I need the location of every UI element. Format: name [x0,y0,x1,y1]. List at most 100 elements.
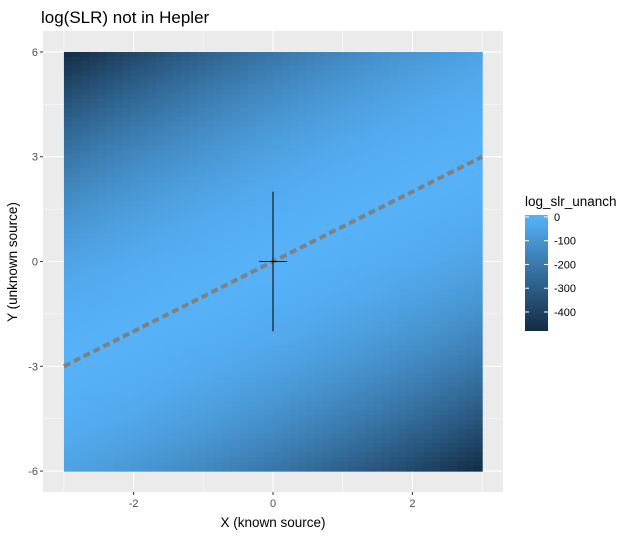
heatmap-tile [331,261,341,267]
heatmap-tile [256,261,266,267]
heatmap-tile [206,103,216,109]
heatmap-tile [147,107,157,114]
heatmap-tile [365,294,374,300]
heatmap-tile [339,461,349,467]
heatmap-tile [473,145,483,151]
heatmap-tile [206,457,216,463]
heatmap-tile [323,415,333,421]
heatmap-tile [473,126,483,132]
heatmap-tile [97,336,107,342]
heatmap-tile [431,191,441,197]
heatmap-tile [339,61,349,67]
heatmap-tile [348,424,358,430]
heatmap-tile [431,322,441,328]
heatmap-tile [97,196,107,202]
heatmap-tile [423,391,433,398]
heatmap-tile [139,280,149,286]
heatmap-tile [390,205,400,211]
heatmap-tile [97,298,107,305]
heatmap-tile [365,228,374,235]
heatmap-tile [406,159,416,165]
heatmap-tile [356,317,366,323]
heatmap-tile [105,405,115,412]
heatmap-tile [130,368,140,374]
heatmap-tile [465,177,475,183]
heatmap-tile [356,415,366,421]
heatmap-tile [105,303,115,309]
heatmap-tile [381,387,391,393]
heatmap-tile [189,340,199,346]
heatmap-tile [465,368,475,374]
heatmap-tile [314,135,324,142]
heatmap-tile [273,242,282,249]
heatmap-tile [72,415,82,421]
heatmap-tile [423,275,433,281]
heatmap-tile [181,242,190,249]
heatmap-tile [63,256,73,263]
heatmap-tile [306,289,316,295]
heatmap-tile [155,461,165,467]
heatmap-tile [298,373,308,379]
heatmap-tile [356,438,366,444]
heatmap-tile [331,247,341,253]
heatmap-tile [239,284,249,291]
heatmap-tile [339,438,349,444]
heatmap-tile [214,79,224,86]
heatmap-tile [222,466,232,472]
heatmap-tile [373,214,383,221]
heatmap-tile [314,140,324,146]
heatmap-tile [164,308,174,314]
heatmap-tile [139,131,149,137]
heatmap-tile [348,443,358,449]
heatmap-tile [239,112,249,118]
heatmap-tile [415,419,425,426]
heatmap-tile [356,252,366,258]
heatmap-tile [331,173,341,179]
heatmap-tile [189,443,199,449]
heatmap-tile [390,294,400,300]
heatmap-tile [331,200,341,207]
heatmap-tile [448,336,458,342]
heatmap-tile [323,121,333,128]
heatmap-tile [114,368,124,374]
heatmap-tile [323,89,333,95]
heatmap-tile [264,354,274,360]
heatmap-tile [431,242,441,249]
heatmap-tile [373,289,383,295]
heatmap-tile [105,410,115,416]
heatmap-tile [197,284,207,291]
heatmap-tile [440,117,450,123]
heatmap-tile [415,135,425,142]
heatmap-tile [365,131,374,137]
heatmap-tile [264,242,274,249]
heatmap-tile [231,238,241,244]
heatmap-tile [256,349,266,356]
heatmap-tile [139,368,149,374]
heatmap-tile [147,387,157,393]
heatmap-tile [323,84,333,90]
heatmap-tile [80,391,90,398]
heatmap-tile [448,391,458,398]
heatmap-tile [465,349,475,356]
heatmap-tile [222,429,232,435]
heatmap-tile [390,363,400,370]
heatmap-tile [314,438,324,444]
heatmap-tile [222,377,232,384]
heatmap-tile [314,410,324,416]
heatmap-tile [256,121,266,128]
heatmap-tile [181,331,190,337]
heatmap-tile [72,252,82,258]
heatmap-tile [373,303,383,309]
heatmap-tile [440,84,450,90]
heatmap-tile [390,247,400,253]
heatmap-tile [214,196,224,202]
heatmap-tile [398,163,408,169]
heatmap-tile [356,173,366,179]
heatmap-tile [189,438,199,444]
heatmap-tile [365,205,374,211]
heatmap-tile [155,214,165,221]
heatmap-tile [189,140,199,146]
heatmap-tile [206,186,216,193]
heatmap-tile [348,112,358,118]
heatmap-tile [440,326,450,332]
